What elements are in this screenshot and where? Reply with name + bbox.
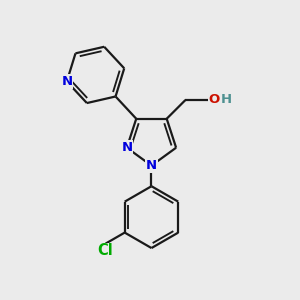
Text: N: N [146, 159, 157, 172]
Text: N: N [121, 141, 132, 154]
Text: N: N [61, 75, 72, 88]
Text: Cl: Cl [98, 244, 113, 259]
Text: H: H [221, 94, 232, 106]
Text: O: O [208, 94, 220, 106]
